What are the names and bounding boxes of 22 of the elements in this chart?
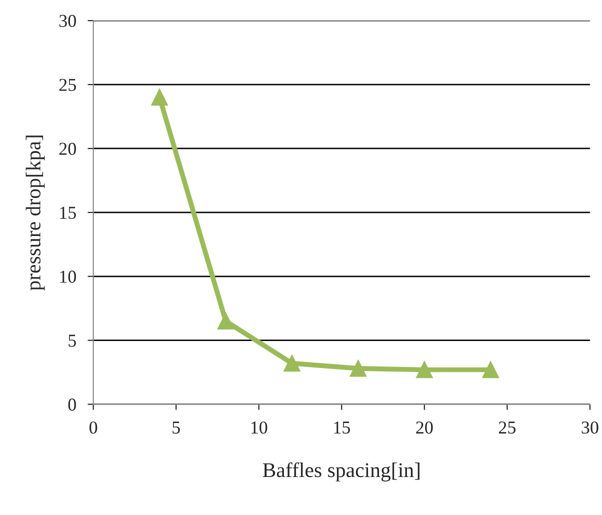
x-tick-label: 20 — [416, 421, 433, 434]
y-tick-label: 30 — [59, 14, 76, 28]
point — [416, 361, 433, 378]
x-tick-label: 0 — [89, 421, 98, 434]
y-axis-title: pressure drop[kpa] — [26, 136, 45, 290]
x-tick-label: 15 — [334, 422, 350, 434]
x-tick-label: 25 — [498, 422, 516, 434]
point — [482, 361, 499, 378]
y-tick-label: 10 — [60, 270, 76, 283]
x-tick-label: 30 — [582, 421, 598, 434]
y-tick-label: 25 — [59, 78, 76, 91]
y-tick-label: 5 — [68, 334, 76, 347]
x-tick-label: 10 — [251, 421, 268, 434]
point — [284, 355, 300, 372]
y-tick-label: 0 — [68, 398, 76, 411]
y-tick-label: 20 — [59, 142, 76, 155]
point — [350, 360, 367, 377]
y-tick-label: 15 — [60, 206, 76, 219]
point — [151, 89, 168, 106]
x-tick-label: 5 — [172, 422, 180, 434]
x-axis-title: Baffles spacing[in] — [262, 462, 420, 482]
point — [217, 312, 234, 330]
